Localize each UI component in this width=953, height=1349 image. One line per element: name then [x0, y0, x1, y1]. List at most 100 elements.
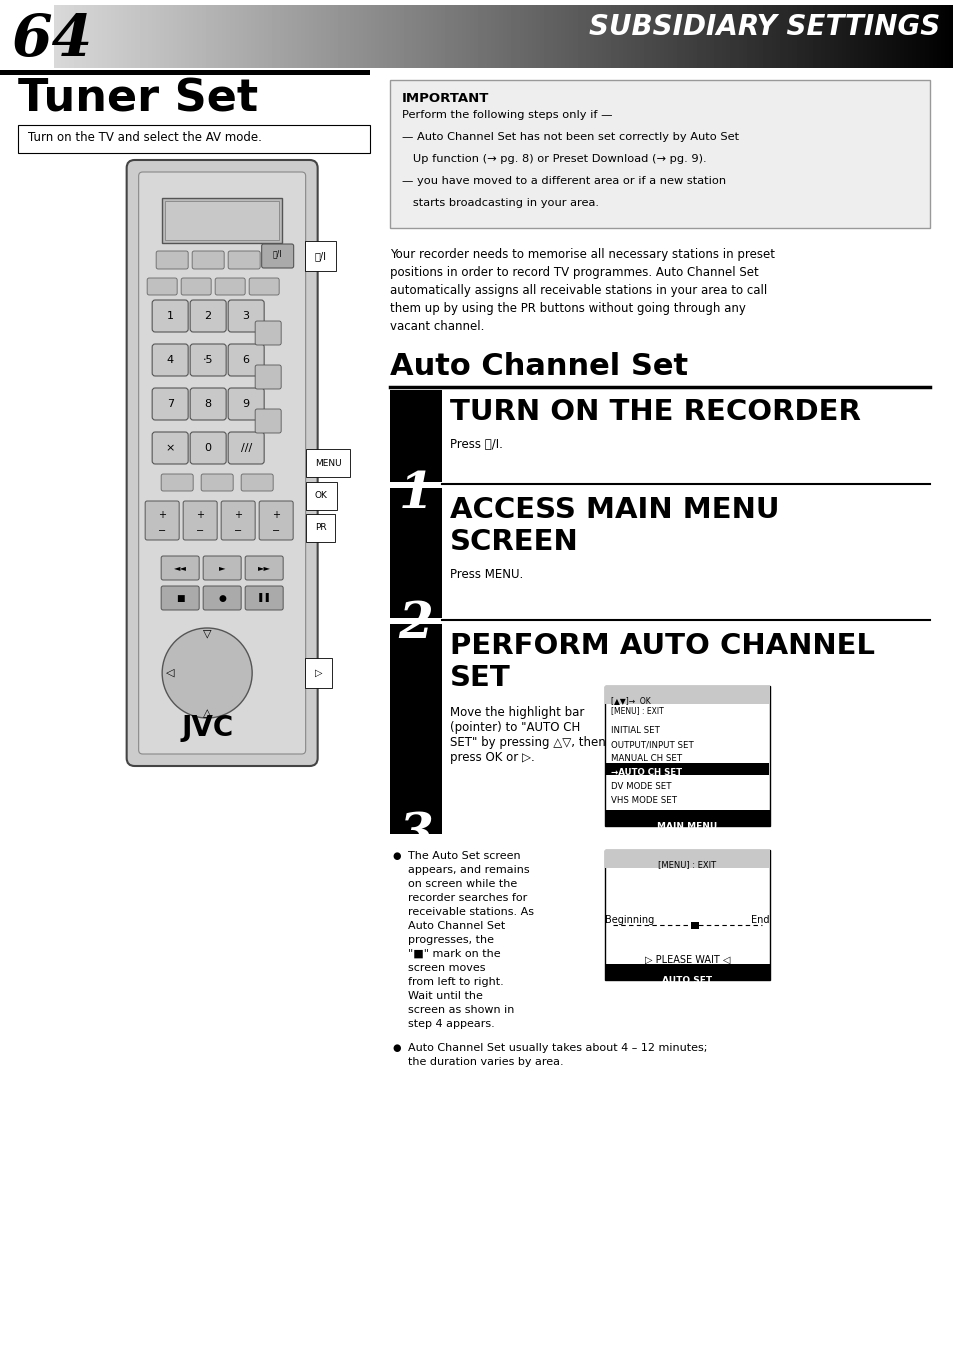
Text: +: +: [272, 510, 280, 519]
Text: VHS MODE SET: VHS MODE SET: [610, 796, 677, 805]
FancyBboxPatch shape: [147, 278, 177, 295]
FancyBboxPatch shape: [215, 278, 245, 295]
FancyBboxPatch shape: [203, 556, 241, 580]
FancyBboxPatch shape: [181, 278, 211, 295]
Bar: [390, 625, 441, 834]
FancyBboxPatch shape: [190, 344, 226, 376]
FancyBboxPatch shape: [254, 321, 281, 345]
Text: ×: ×: [165, 442, 174, 453]
Bar: [18, 125, 370, 152]
FancyBboxPatch shape: [203, 585, 241, 610]
FancyBboxPatch shape: [259, 500, 293, 540]
Text: AUTO SET: AUTO SET: [661, 975, 712, 985]
FancyBboxPatch shape: [228, 344, 264, 376]
Text: △: △: [203, 708, 212, 718]
Text: OUTPUT/INPUT SET: OUTPUT/INPUT SET: [610, 741, 693, 749]
Text: ⎻/I: ⎻/I: [273, 250, 282, 259]
Text: −: −: [272, 526, 280, 536]
FancyBboxPatch shape: [190, 432, 226, 464]
Text: End: End: [751, 915, 769, 925]
FancyBboxPatch shape: [254, 366, 281, 389]
Text: Auto Channel Set: Auto Channel Set: [408, 921, 505, 931]
Bar: [0, 70, 370, 76]
Text: screen moves: screen moves: [408, 963, 485, 973]
Text: ⎻/I: ⎻/I: [314, 251, 326, 260]
Text: ●: ●: [218, 594, 226, 603]
Text: ▷ PLEASE WAIT ◁: ▷ PLEASE WAIT ◁: [644, 955, 729, 965]
Bar: [605, 764, 768, 774]
FancyBboxPatch shape: [245, 556, 283, 580]
Text: Wait until the: Wait until the: [408, 992, 482, 1001]
Text: — you have moved to a different area or if a new station: — you have moved to a different area or …: [401, 175, 725, 186]
FancyBboxPatch shape: [201, 473, 233, 491]
FancyBboxPatch shape: [228, 432, 264, 464]
Text: starts broadcasting in your area.: starts broadcasting in your area.: [401, 198, 598, 208]
Bar: [165, 201, 279, 240]
Text: −: −: [233, 526, 242, 536]
Text: ◁: ◁: [166, 668, 174, 679]
Text: 6: 6: [242, 355, 250, 366]
FancyBboxPatch shape: [156, 251, 188, 268]
Text: Turn on the TV and select the AV mode.: Turn on the TV and select the AV mode.: [28, 131, 262, 144]
Text: ■: ■: [175, 594, 184, 603]
Text: 7: 7: [167, 399, 173, 409]
Text: automatically assigns all receivable stations in your area to call: automatically assigns all receivable sta…: [390, 285, 766, 297]
Bar: [604, 687, 769, 704]
Bar: [604, 687, 769, 826]
FancyBboxPatch shape: [192, 251, 224, 268]
Text: the duration varies by area.: the duration varies by area.: [408, 1058, 563, 1067]
Text: on screen while the: on screen while the: [408, 880, 517, 889]
Text: Beginning: Beginning: [604, 915, 654, 925]
FancyBboxPatch shape: [161, 556, 199, 580]
Bar: [690, 921, 699, 929]
Text: 3: 3: [398, 812, 433, 861]
FancyBboxPatch shape: [138, 173, 305, 754]
FancyBboxPatch shape: [190, 299, 226, 332]
FancyBboxPatch shape: [221, 500, 254, 540]
Bar: [162, 198, 282, 243]
Text: Tuner Set: Tuner Set: [18, 78, 258, 121]
Text: PERFORM AUTO CHANNEL
SET: PERFORM AUTO CHANNEL SET: [450, 631, 874, 692]
Text: them up by using the PR buttons without going through any: them up by using the PR buttons without …: [390, 302, 745, 316]
FancyBboxPatch shape: [261, 244, 294, 268]
Text: ►: ►: [218, 564, 225, 572]
Text: 2: 2: [204, 312, 212, 321]
Text: 1: 1: [167, 312, 173, 321]
FancyBboxPatch shape: [152, 389, 188, 420]
Text: vacant channel.: vacant channel.: [390, 320, 484, 333]
Text: SUBSIDIARY SETTINGS: SUBSIDIARY SETTINGS: [588, 13, 939, 40]
FancyBboxPatch shape: [152, 432, 188, 464]
Text: Perform the following steps only if —: Perform the following steps only if —: [401, 111, 612, 120]
Bar: [390, 390, 441, 482]
FancyBboxPatch shape: [228, 389, 264, 420]
Text: 8: 8: [204, 399, 212, 409]
Text: MENU: MENU: [314, 459, 341, 468]
Text: ///: ///: [240, 442, 252, 453]
Text: from left to right.: from left to right.: [408, 977, 503, 987]
Text: Auto Channel Set usually takes about 4 – 12 minutes;: Auto Channel Set usually takes about 4 –…: [408, 1043, 706, 1054]
FancyBboxPatch shape: [161, 585, 199, 610]
Text: ▷: ▷: [314, 668, 322, 679]
Text: [MENU] : EXIT: [MENU] : EXIT: [658, 861, 716, 869]
Text: MODE SET: MODE SET: [610, 809, 656, 819]
Text: ◄◄: ◄◄: [173, 564, 187, 572]
Text: ❚❚: ❚❚: [256, 594, 272, 603]
FancyBboxPatch shape: [254, 409, 281, 433]
Text: DV MODE SET: DV MODE SET: [610, 782, 671, 791]
Text: →AUTO CH SET: →AUTO CH SET: [610, 768, 681, 777]
Text: INITIAL SET: INITIAL SET: [610, 726, 659, 735]
FancyBboxPatch shape: [183, 500, 217, 540]
Text: TURN ON THE RECORDER: TURN ON THE RECORDER: [450, 398, 860, 426]
FancyBboxPatch shape: [127, 161, 317, 766]
Text: appears, and remains: appears, and remains: [408, 865, 529, 876]
Text: +: +: [196, 510, 204, 519]
FancyBboxPatch shape: [152, 344, 188, 376]
Text: 9: 9: [242, 399, 250, 409]
Text: ►►: ►►: [257, 564, 271, 572]
FancyBboxPatch shape: [228, 299, 264, 332]
Text: MANUAL CH SET: MANUAL CH SET: [610, 754, 681, 764]
Text: MAIN MENU: MAIN MENU: [657, 822, 717, 831]
Bar: [390, 488, 441, 618]
FancyBboxPatch shape: [145, 500, 179, 540]
Text: −: −: [196, 526, 204, 536]
